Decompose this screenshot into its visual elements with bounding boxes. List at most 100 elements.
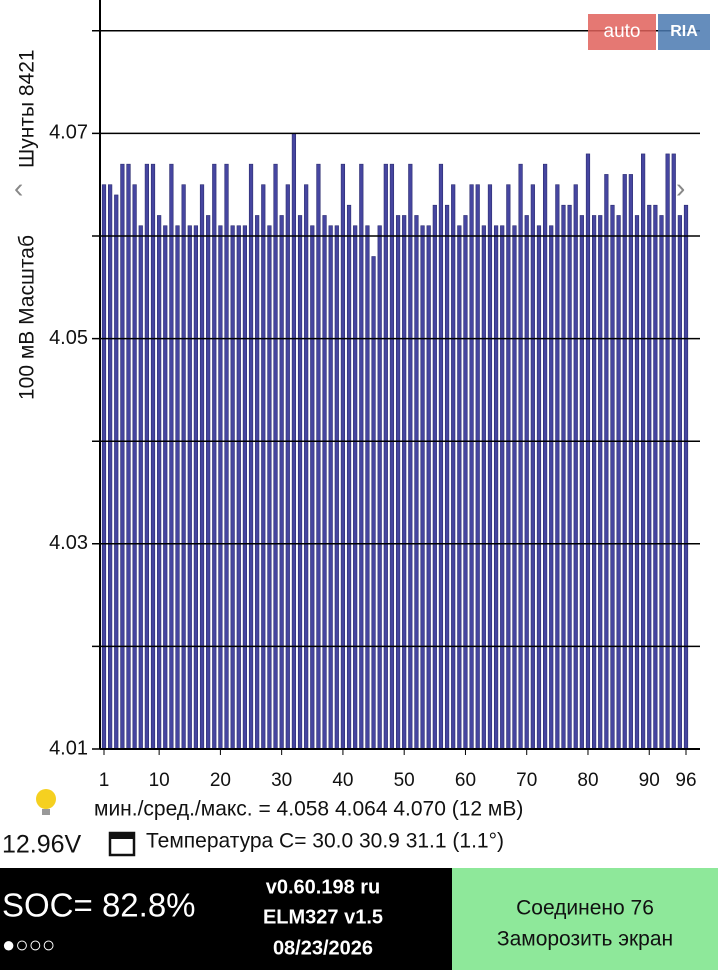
bar <box>334 225 339 750</box>
chart: 4.01 4.03 4.05 4.07 1 10 20 30 40 50 60 70 80 90 96 <box>49 0 700 791</box>
y-tick-label: 4.03 <box>49 532 88 554</box>
bar <box>622 174 627 750</box>
bar <box>297 215 303 750</box>
bar <box>261 184 266 750</box>
bar <box>451 184 456 750</box>
bar <box>377 225 382 750</box>
y-tick-label: 4.07 <box>49 122 88 144</box>
logo-text: auto <box>604 21 641 42</box>
version: v0.60.198 ru <box>266 876 381 898</box>
x-tick-label: 30 <box>271 770 292 791</box>
bar <box>408 163 413 750</box>
footer-panel <box>0 868 452 970</box>
y-axis-label: 100 мВ Масштаб <box>16 235 39 400</box>
freeze[interactable]: Заморозить экран <box>497 928 673 951</box>
bar <box>114 194 119 750</box>
bar <box>199 184 205 750</box>
bar <box>500 225 505 750</box>
bar <box>236 225 241 750</box>
bar <box>157 215 162 750</box>
bar <box>108 184 113 750</box>
bar <box>438 163 444 750</box>
bar <box>542 163 548 750</box>
bar <box>255 215 260 750</box>
bar <box>549 225 554 750</box>
y-tick-label: 4.05 <box>49 327 88 349</box>
bar <box>193 225 198 750</box>
bar <box>138 225 143 750</box>
bar <box>402 215 407 750</box>
bar <box>273 163 278 750</box>
bar <box>524 215 529 750</box>
bar <box>181 184 186 750</box>
bar <box>616 215 621 750</box>
bar <box>126 163 131 750</box>
bar <box>518 163 523 750</box>
bar <box>206 215 211 750</box>
bar <box>218 225 223 750</box>
bar <box>573 184 578 750</box>
bar <box>481 225 486 750</box>
bar <box>101 184 107 750</box>
bar <box>310 225 315 750</box>
bar <box>175 225 180 750</box>
bar <box>506 184 511 750</box>
bar <box>144 163 149 750</box>
bar <box>304 184 309 750</box>
bar <box>628 174 633 750</box>
logo-box <box>588 14 656 50</box>
x-tick-label: 1 <box>99 770 110 791</box>
y-axis-label: Шунты 8421 <box>16 49 39 168</box>
bar <box>279 215 284 750</box>
bar <box>371 256 376 750</box>
bar <box>212 163 217 750</box>
x-tick-label: 40 <box>332 770 353 791</box>
x-tick-label: 50 <box>394 770 415 791</box>
bar <box>340 163 346 750</box>
bar <box>242 225 248 750</box>
bar <box>267 225 272 750</box>
bar <box>359 163 364 750</box>
x-tick-label: 60 <box>455 770 476 791</box>
bar <box>561 204 566 750</box>
bar <box>530 184 535 750</box>
bar <box>579 215 584 750</box>
bar <box>487 184 493 750</box>
bar <box>132 184 137 750</box>
bar <box>604 174 609 750</box>
bar <box>383 163 388 750</box>
x-tick-label: 20 <box>210 770 231 791</box>
bar <box>463 215 468 750</box>
connected[interactable]: Соединено 76 <box>516 897 654 920</box>
x-tick-label: 90 <box>639 770 660 791</box>
next-arrow[interactable]: › <box>676 172 685 203</box>
bar <box>475 184 480 750</box>
bar <box>414 215 419 750</box>
bar <box>328 225 333 750</box>
bar <box>653 204 658 750</box>
bar <box>634 215 640 750</box>
y-tick-label: 4.01 <box>49 737 88 759</box>
bar <box>187 225 192 750</box>
bar <box>671 153 676 750</box>
connect-button[interactable] <box>452 868 718 970</box>
calendar-icon <box>110 833 134 839</box>
status-dots: ●○○○ <box>2 932 55 957</box>
bar <box>457 225 462 750</box>
bar <box>322 215 327 750</box>
bar <box>120 163 125 750</box>
x-tick-label: 10 <box>149 770 170 791</box>
bar <box>248 163 254 750</box>
bar <box>365 225 370 750</box>
bar <box>610 204 615 750</box>
prev-arrow[interactable]: ‹ <box>14 172 23 203</box>
bulb-icon <box>42 809 50 815</box>
logo-text: RIA <box>670 23 698 40</box>
bar <box>677 215 682 750</box>
bar <box>647 204 652 750</box>
bar <box>683 204 689 750</box>
bar <box>469 184 474 750</box>
bar <box>285 184 290 750</box>
